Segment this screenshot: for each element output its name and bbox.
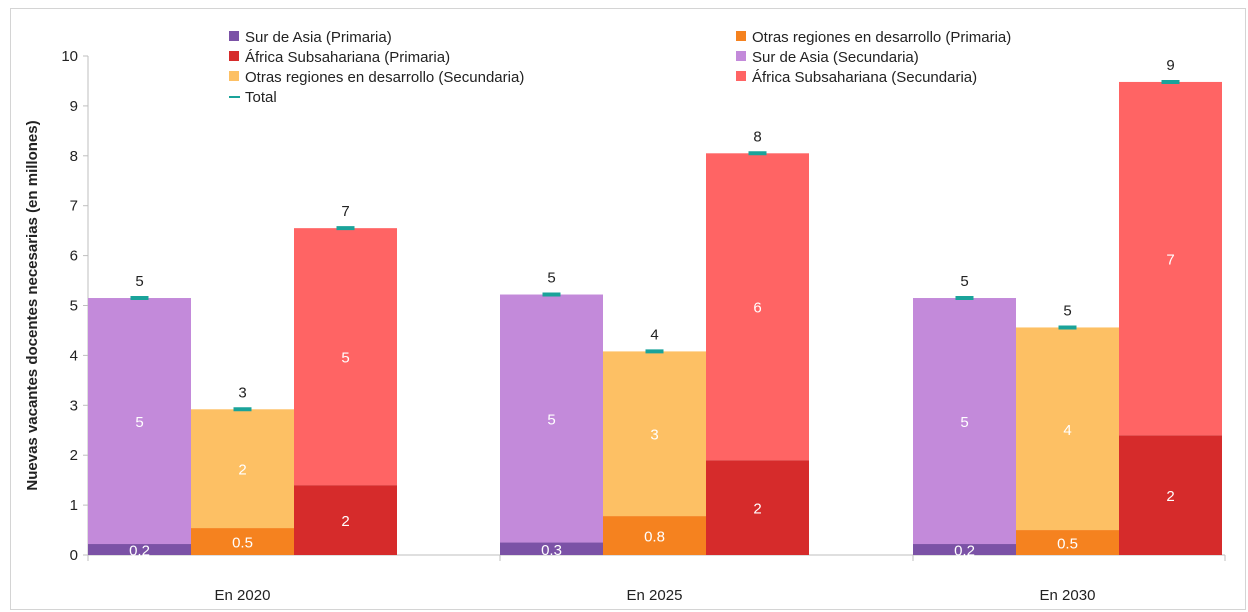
data-label-primaria: 0.8: [644, 529, 665, 546]
total-label: 9: [1166, 57, 1174, 74]
legend-label: Sur de Asia (Secundaria): [752, 49, 919, 66]
bar-segment-primaria: [88, 544, 191, 555]
bar-segment-primaria: [913, 544, 1016, 555]
y-tick-label: 6: [70, 248, 78, 265]
data-label-primaria: 2: [1166, 488, 1174, 505]
y-tick-label: 9: [70, 98, 78, 115]
data-label-secundaria: 5: [960, 414, 968, 431]
data-label-primaria: 0.2: [129, 543, 150, 560]
total-label: 4: [650, 326, 658, 343]
bar-segment-secundaria: [500, 294, 603, 543]
data-label-primaria: 0.5: [1057, 536, 1078, 553]
y-tick-label: 5: [70, 298, 78, 315]
legend-label: Otras regiones en desarrollo (Primaria): [752, 29, 1011, 46]
data-label-secundaria: 3: [650, 427, 658, 444]
y-tick-label: 1: [70, 497, 78, 514]
bar-segment-secundaria: [913, 298, 1016, 545]
bar-segment-primaria: [191, 528, 294, 555]
legend-label: Otras regiones en desarrollo (Secundaria…: [245, 69, 524, 86]
data-label-secundaria: 2: [238, 462, 246, 479]
total-label: 3: [238, 384, 246, 401]
bar-segment-primaria: [294, 485, 397, 555]
legend-label: África Subsahariana (Secundaria): [752, 69, 977, 86]
legend-label: Sur de Asia (Primaria): [245, 29, 392, 46]
data-label-secundaria: 5: [135, 414, 143, 431]
x-category-label: En 2025: [627, 587, 683, 604]
y-axis-title: Nuevas vacantes docentes necesarias (en …: [24, 120, 41, 490]
total-label: 5: [1063, 302, 1071, 319]
legend-swatch: [736, 51, 746, 61]
total-label: 7: [341, 203, 349, 220]
legend-label: Total: [245, 89, 277, 106]
x-category-label: En 2030: [1040, 587, 1096, 604]
y-tick-label: 10: [61, 48, 78, 65]
legend-swatch: [736, 31, 746, 41]
y-tick-label: 0: [70, 547, 78, 564]
bar-segment-secundaria: [294, 228, 397, 486]
data-label-primaria: 0.3: [541, 542, 562, 559]
bar-segment-secundaria: [603, 351, 706, 517]
total-label: 5: [960, 273, 968, 290]
bar-segment-secundaria: [706, 153, 809, 461]
data-label-secundaria: 7: [1166, 252, 1174, 269]
bar-segment-secundaria: [191, 409, 294, 529]
y-tick-label: 4: [70, 347, 78, 364]
bar-segment-secundaria: [1016, 327, 1119, 531]
x-category-label: En 2020: [215, 587, 271, 604]
bar-segment-primaria: [706, 460, 809, 555]
data-label-secundaria: 5: [547, 412, 555, 429]
bar-segment-primaria: [500, 542, 603, 555]
data-label-primaria: 0.2: [954, 543, 975, 560]
legend-label: África Subsahariana (Primaria): [245, 49, 450, 66]
data-label-primaria: 0.5: [232, 535, 253, 552]
y-tick-label: 8: [70, 148, 78, 165]
bar-segment-primaria: [1016, 530, 1119, 555]
total-label: 5: [547, 270, 555, 287]
bar-segment-secundaria: [1119, 81, 1222, 436]
bar-segment-primaria: [1119, 435, 1222, 555]
total-label: 5: [135, 273, 143, 290]
y-tick-label: 7: [70, 198, 78, 215]
legend-swatch: [736, 71, 746, 81]
data-label-secundaria: 4: [1063, 422, 1071, 439]
data-label-primaria: 2: [341, 513, 349, 530]
legend-swatch: [229, 51, 239, 61]
bar-segment-primaria: [603, 516, 706, 555]
legend-swatch: [229, 31, 239, 41]
y-tick-label: 2: [70, 447, 78, 464]
total-label: 8: [753, 128, 761, 145]
data-label-secundaria: 5: [341, 350, 349, 367]
y-tick-label: 3: [70, 397, 78, 414]
bar-segment-secundaria: [88, 298, 191, 545]
data-label-secundaria: 6: [753, 300, 761, 317]
data-label-primaria: 2: [753, 501, 761, 518]
legend-swatch: [229, 71, 239, 81]
